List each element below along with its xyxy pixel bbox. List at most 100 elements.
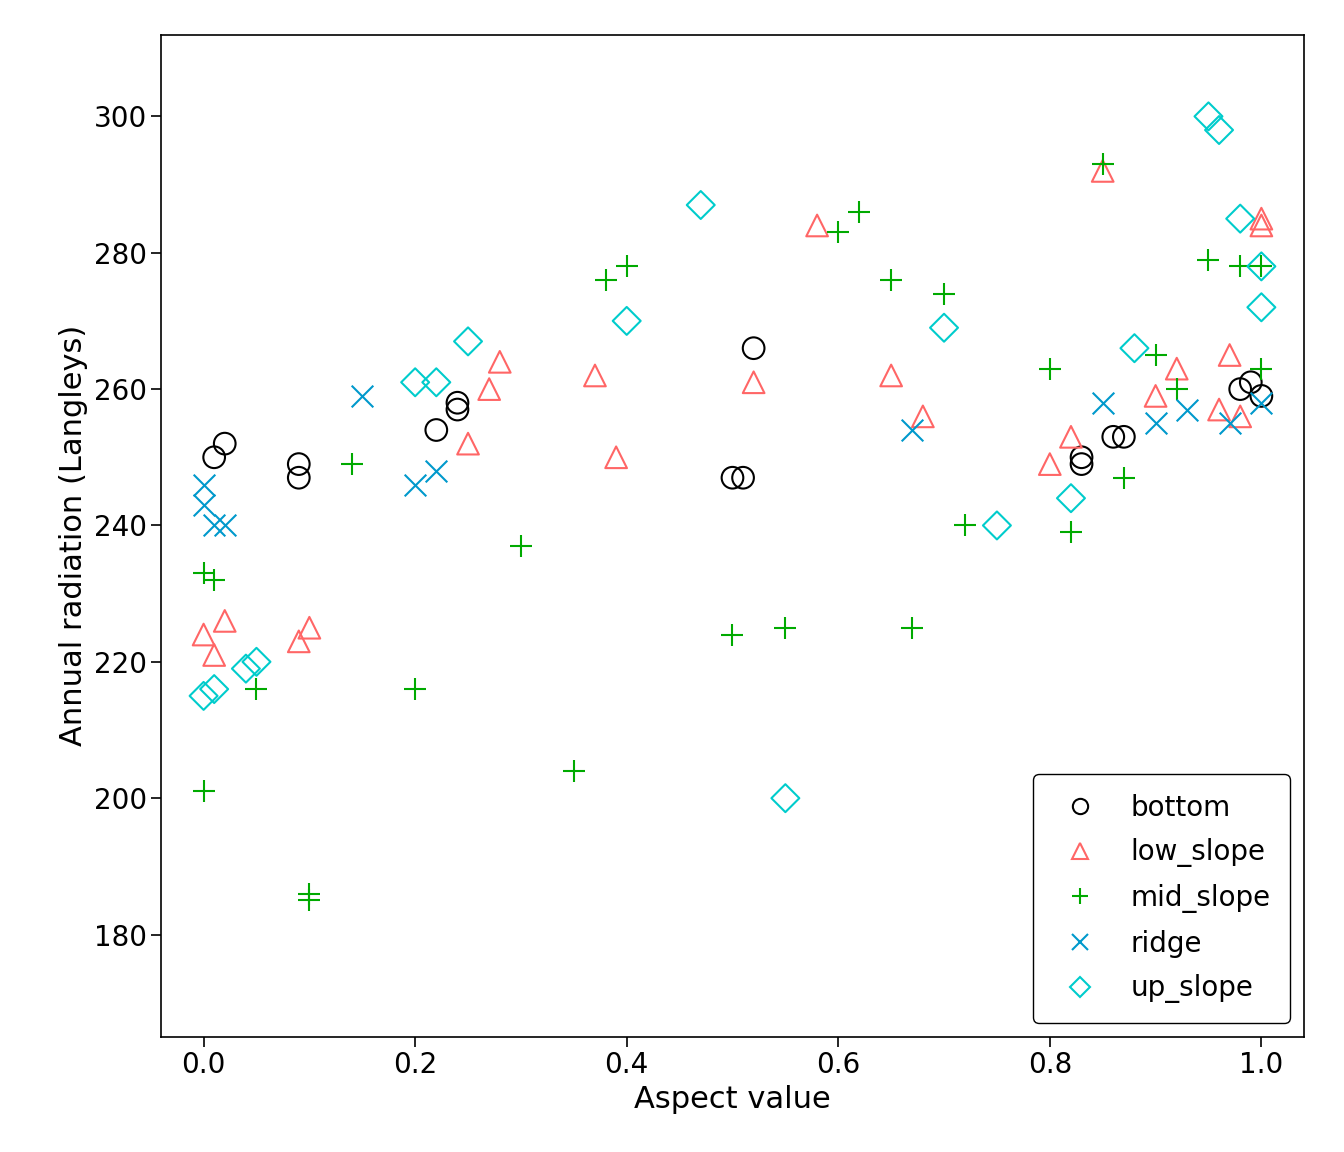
Point xyxy=(214,434,235,453)
Point xyxy=(214,612,235,630)
Point xyxy=(1071,455,1093,473)
Point xyxy=(1102,427,1124,446)
Point xyxy=(722,469,743,487)
Point xyxy=(288,455,309,473)
Point xyxy=(298,885,320,903)
Point xyxy=(1208,401,1230,419)
Point xyxy=(1039,455,1060,473)
Point xyxy=(1145,346,1167,364)
Point xyxy=(743,373,765,392)
Point xyxy=(732,469,754,487)
Point xyxy=(986,516,1008,535)
Y-axis label: Annual radiation (Langleys): Annual radiation (Langleys) xyxy=(59,325,87,746)
Point xyxy=(192,495,214,514)
Point xyxy=(235,659,257,677)
Point xyxy=(595,271,617,289)
Point xyxy=(341,455,363,473)
Point xyxy=(1219,346,1241,364)
Point xyxy=(288,632,309,651)
Point xyxy=(1071,448,1093,467)
Point xyxy=(902,619,923,637)
Point xyxy=(192,564,214,583)
Point xyxy=(446,401,468,419)
Point xyxy=(352,387,374,406)
Point xyxy=(616,312,637,331)
Point xyxy=(1060,523,1082,541)
Point xyxy=(246,680,267,698)
Point xyxy=(298,892,320,910)
Point xyxy=(1251,359,1273,378)
Point xyxy=(848,203,870,221)
Point xyxy=(1145,387,1167,406)
Point xyxy=(1060,427,1082,446)
Point xyxy=(457,434,478,453)
Point xyxy=(1251,257,1273,275)
Point xyxy=(1251,257,1273,275)
Point xyxy=(457,332,478,350)
Point xyxy=(1241,373,1262,392)
Point xyxy=(1113,427,1134,446)
Point xyxy=(192,476,214,494)
Point xyxy=(1208,121,1230,139)
Point xyxy=(1124,339,1145,357)
Point xyxy=(774,619,796,637)
Point xyxy=(806,217,828,235)
Point xyxy=(743,339,765,357)
Point xyxy=(203,570,224,589)
Point xyxy=(605,448,626,467)
Point xyxy=(1230,380,1251,399)
Point xyxy=(288,469,309,487)
Point xyxy=(1230,407,1251,425)
Point xyxy=(1091,154,1113,173)
Point xyxy=(1060,488,1082,507)
Point xyxy=(954,516,976,535)
Point xyxy=(1230,257,1251,275)
Point xyxy=(203,516,224,535)
Point xyxy=(880,271,902,289)
Point xyxy=(446,394,468,412)
Point xyxy=(880,366,902,385)
Point xyxy=(192,626,214,644)
Point xyxy=(1251,217,1273,235)
Point xyxy=(585,366,606,385)
Point xyxy=(192,687,214,705)
Point xyxy=(902,420,923,439)
Point xyxy=(511,537,532,555)
Point xyxy=(1219,414,1241,432)
Legend: bottom, low_slope, mid_slope, ridge, up_slope: bottom, low_slope, mid_slope, ridge, up_… xyxy=(1034,774,1290,1023)
Point xyxy=(563,761,585,780)
Point xyxy=(426,373,448,392)
Point xyxy=(405,373,426,392)
Point xyxy=(1198,250,1219,268)
Point xyxy=(192,782,214,801)
Point xyxy=(1251,387,1273,406)
Point xyxy=(1230,210,1251,228)
Point xyxy=(722,626,743,644)
Point xyxy=(1091,161,1113,180)
Point xyxy=(1039,359,1060,378)
Point xyxy=(1145,414,1167,432)
Point xyxy=(616,257,637,275)
Point xyxy=(1251,210,1273,228)
Point xyxy=(1167,359,1188,378)
Point xyxy=(689,196,711,214)
Point xyxy=(426,420,448,439)
Point xyxy=(426,462,448,480)
Point xyxy=(214,516,235,535)
X-axis label: Aspect value: Aspect value xyxy=(634,1085,831,1114)
Point xyxy=(203,680,224,698)
Point xyxy=(405,476,426,494)
Point xyxy=(203,646,224,665)
Point xyxy=(298,619,320,637)
Point xyxy=(913,407,934,425)
Point xyxy=(478,380,500,399)
Point xyxy=(1251,298,1273,317)
Point xyxy=(774,789,796,808)
Point xyxy=(1176,401,1198,419)
Point xyxy=(1091,394,1113,412)
Point xyxy=(1251,394,1273,412)
Point xyxy=(1113,469,1134,487)
Point xyxy=(246,652,267,670)
Point xyxy=(1198,107,1219,126)
Point xyxy=(933,318,954,336)
